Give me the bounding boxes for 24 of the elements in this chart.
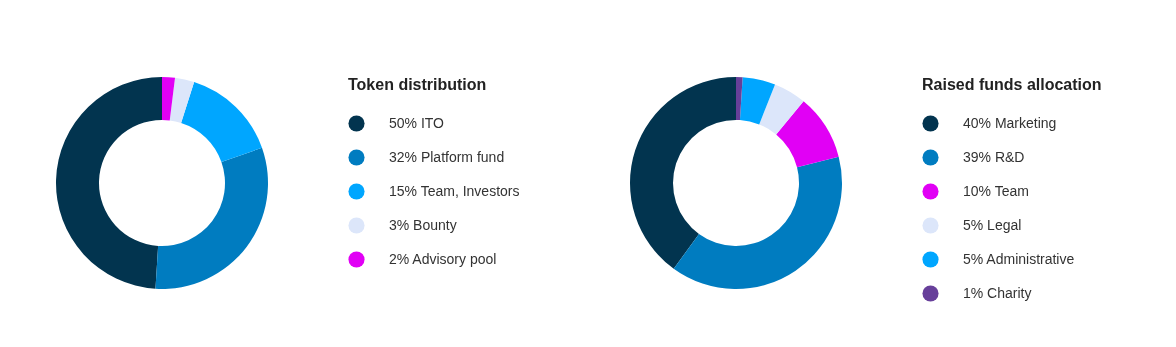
legend-label: 50% ITO <box>389 114 445 131</box>
donut-slice <box>776 101 839 168</box>
legend-label: 3% Bounty <box>389 216 457 233</box>
legend-label: 15% Team, Investors <box>389 182 520 199</box>
donut-slice <box>759 84 804 135</box>
legend-label: 2% Advisory pool <box>389 250 497 267</box>
donut-slice <box>736 77 743 121</box>
donut-slice <box>181 81 262 163</box>
donut-slice <box>739 77 776 125</box>
legend-title: Raised funds allocation <box>922 76 1102 93</box>
legend-label: 32% Platform fund <box>389 148 505 165</box>
legend-label: 5% Administrative <box>963 250 1075 267</box>
legend-label: 1% Charity <box>963 284 1032 301</box>
legend-label: 39% R&D <box>963 148 1025 165</box>
donut-slice <box>673 156 842 289</box>
donut-slice <box>155 147 268 289</box>
legend-label: 40% Marketing <box>963 114 1057 131</box>
legend-label: 10% Team <box>963 182 1029 199</box>
legend-title: Token distribution <box>348 76 487 93</box>
donut-slice <box>56 77 162 289</box>
legend-label: 5% Legal <box>963 216 1022 233</box>
donut-slice <box>630 77 736 269</box>
donut-slice <box>169 77 195 123</box>
donut-slice <box>162 77 176 121</box>
